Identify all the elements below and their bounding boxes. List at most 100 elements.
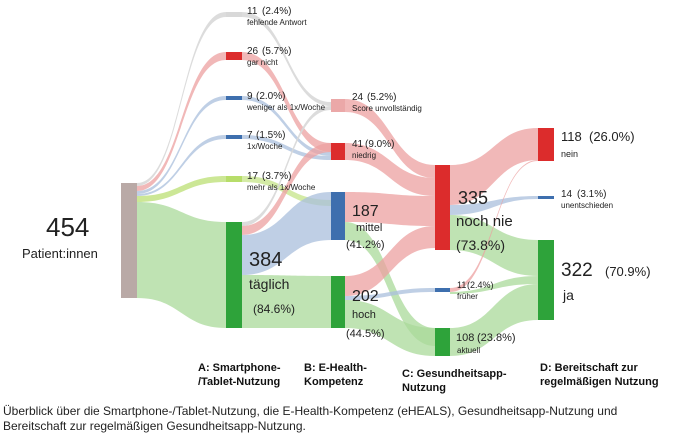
- b-niedrig-pct: (9.0%): [365, 139, 394, 150]
- column-a-title: A: Smartphone-: [198, 362, 281, 374]
- c-nochnie-count: 335: [458, 188, 488, 208]
- b-mittel-count: 187: [352, 203, 379, 220]
- b-hoch-pct: (44.5%): [346, 328, 385, 340]
- column-d-title-2: regelmäßigen Nutzung: [540, 376, 659, 388]
- a-fehlend-label: fehlende Antwort: [247, 18, 307, 27]
- d-unentsch-pct: (3.1%): [577, 189, 606, 200]
- node-total: [121, 183, 137, 298]
- a-1xwoche-count: 7: [247, 130, 253, 141]
- node-c-frueher: [435, 288, 450, 292]
- d-nein-label: nein: [561, 149, 578, 159]
- column-c-title-2: Nutzung: [402, 382, 446, 394]
- d-unentsch-count: 14: [561, 189, 573, 200]
- node-d-nein: [538, 128, 554, 161]
- a-garnicht-pct: (5.7%): [262, 46, 291, 57]
- flow-total-1xwoche: [137, 135, 226, 196]
- node-b-niedrig: [331, 143, 345, 160]
- node-d-unentsch: [538, 196, 554, 199]
- node-b-hoch: [331, 276, 345, 328]
- a-taeglich-count: 384: [249, 249, 282, 271]
- a-mehrals-count: 17: [247, 171, 259, 182]
- flow-taeglich-mittel: [242, 192, 331, 275]
- node-b-unvoll: [331, 99, 345, 112]
- b-mittel-label: mittel: [356, 222, 382, 234]
- flow-nochnie-unentsch: [450, 196, 538, 215]
- node-a-fehlend: [226, 12, 242, 17]
- flow-hoch-nochnie: [345, 226, 435, 296]
- node-a-garnicht: [226, 52, 242, 60]
- c-aktuell-count: 108: [456, 332, 474, 344]
- a-mehrals-label: mehr als 1x/Woche: [247, 183, 316, 192]
- a-1xwoche-label: 1x/Woche: [247, 142, 283, 151]
- column-c-title: C: Gesundheitsapp-: [402, 368, 507, 380]
- a-fehlend-count: 11: [247, 6, 258, 17]
- node-c-nochnie: [435, 165, 450, 250]
- node-d-ja: [538, 240, 554, 320]
- d-unentsch-label: unentschieden: [561, 201, 613, 210]
- c-frueher-pct: (2.4%): [467, 280, 494, 290]
- d-ja-pct: (70.9%): [605, 264, 651, 279]
- flow-nochnie-ja: [450, 215, 538, 276]
- flow-nochnie-nein: [450, 128, 538, 205]
- total-label: Patient:innen: [22, 246, 98, 261]
- flow-total-taeglich: [137, 202, 226, 328]
- column-b-title-2: Kompetenz: [304, 376, 364, 388]
- flow-1x-niedrig: [242, 135, 331, 160]
- a-fehlend-pct: (2.4%): [262, 6, 291, 17]
- flow-mittel-aktuell: [345, 222, 435, 346]
- b-unvoll-label: Score unvollständig: [352, 104, 422, 113]
- b-hoch-label: hoch: [352, 309, 376, 321]
- node-a-weniger: [226, 96, 242, 100]
- sankey-diagram: 454 Patient:innen 11 (2.4%) fehlende Ant…: [22, 6, 659, 394]
- a-weniger-count: 9: [247, 91, 253, 102]
- node-a-1xwoche: [226, 135, 242, 139]
- node-bars: [121, 12, 554, 356]
- flow-unvoll-nochnie: [345, 99, 435, 178]
- node-b-mittel: [331, 192, 345, 240]
- a-garnicht-label: gar nicht: [247, 58, 278, 67]
- a-garnicht-count: 26: [247, 46, 259, 57]
- b-niedrig-label: niedrig: [352, 151, 376, 160]
- b-unvoll-count: 24: [352, 92, 364, 103]
- flow-fehlend-unvoll: [242, 12, 331, 106]
- flow-taeglich-unvoll: [242, 106, 331, 226]
- node-c-aktuell: [435, 328, 450, 356]
- node-a-taeglich: [226, 222, 242, 328]
- c-frueher-count: 11: [457, 280, 466, 290]
- flow-total-garnicht: [137, 52, 226, 191]
- a-1xwoche-pct: (1.5%): [256, 130, 285, 141]
- flow-weniger-mittel: [242, 96, 331, 156]
- flow-hoch-aktuell: [345, 300, 435, 356]
- flow-total-weniger: [137, 96, 226, 194]
- flow-aktuell-ja: [450, 284, 538, 356]
- b-niedrig-count: 41: [352, 139, 364, 150]
- a-taeglich-pct: (84.6%): [253, 302, 295, 316]
- column-d-title: D: Bereitschaft zur: [540, 362, 639, 374]
- flow-mittel-nochnie: [345, 192, 435, 226]
- flow-hoch-frueher: [345, 288, 435, 300]
- node-a-mehrals: [226, 176, 242, 182]
- flow-niedrig-nochnie: [345, 143, 435, 196]
- c-aktuell-pct: (23.8%): [477, 332, 516, 344]
- b-mittel-pct: (41.2%): [346, 239, 385, 251]
- flow-taeglich-hoch: [242, 275, 331, 328]
- a-taeglich-label: täglich: [249, 276, 289, 292]
- flow-total-mehrals: [137, 176, 226, 202]
- figure-caption: Überblick über die Smartphone-/Tablet-Nu…: [3, 404, 618, 433]
- total-count: 454: [46, 212, 89, 242]
- c-aktuell-label: aktuell: [457, 346, 480, 355]
- flow-total-fehlend: [137, 12, 226, 186]
- d-nein-pct: (26.0%): [589, 129, 635, 144]
- d-ja-count: 322: [561, 260, 593, 281]
- d-ja-label: ja: [562, 287, 574, 303]
- a-weniger-pct: (2.0%): [256, 91, 285, 102]
- flow-garnicht-niedrig: [242, 52, 331, 152]
- flow-frueher-ja: [450, 276, 538, 294]
- c-frueher-label: früher: [457, 292, 478, 301]
- a-weniger-label: weniger als 1x/Woche: [246, 103, 326, 112]
- c-nochnie-pct: (73.8%): [456, 237, 505, 253]
- a-mehrals-pct: (3.7%): [262, 171, 291, 182]
- b-hoch-count: 202: [352, 288, 379, 305]
- flow-taeglich-niedrig: [242, 143, 331, 235]
- c-nochnie-label: noch nie: [456, 213, 513, 230]
